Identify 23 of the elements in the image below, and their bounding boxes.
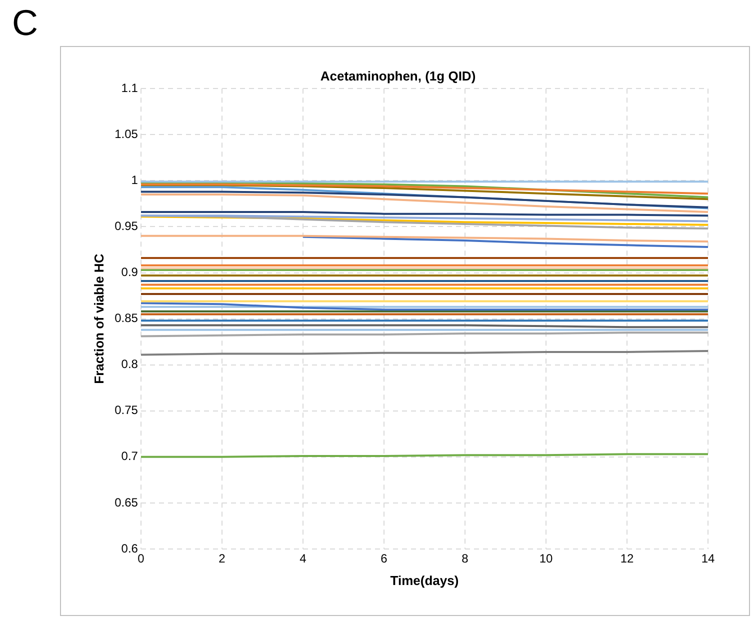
- y-tick-label: 0.65: [114, 495, 138, 510]
- y-tick-label: 0.75: [114, 403, 138, 418]
- text: C: [12, 2, 38, 44]
- y-tick-label: 0.9: [121, 265, 138, 280]
- y-tick-label: 1: [131, 172, 138, 187]
- y-tick-label: 0.8: [121, 357, 138, 372]
- x-tick-label: 8: [462, 552, 469, 566]
- y-tick-label: 1.1: [121, 80, 138, 95]
- y-axis-title: Fraction of viable HC: [91, 253, 106, 384]
- x-tick-label: 14: [701, 552, 715, 566]
- x-tick-label: 12: [620, 552, 634, 566]
- y-tick-label: 0.7: [121, 449, 138, 464]
- x-tick-label: 2: [218, 552, 226, 566]
- x-tick-label: 6: [380, 552, 388, 566]
- x-tick-label: 0: [138, 552, 145, 566]
- x-tick-label: 10: [539, 552, 553, 566]
- y-tick-label: 0.95: [114, 219, 138, 234]
- chart-title: Acetaminophen, (1g QID): [320, 68, 476, 84]
- x-axis-title: Time(days): [390, 572, 459, 588]
- y-tick-label: 0.85: [114, 311, 138, 326]
- x-tick-label: 4: [300, 552, 307, 566]
- y-tick-label: 1.05: [114, 126, 138, 141]
- y-tick-label: 0.6: [121, 541, 138, 556]
